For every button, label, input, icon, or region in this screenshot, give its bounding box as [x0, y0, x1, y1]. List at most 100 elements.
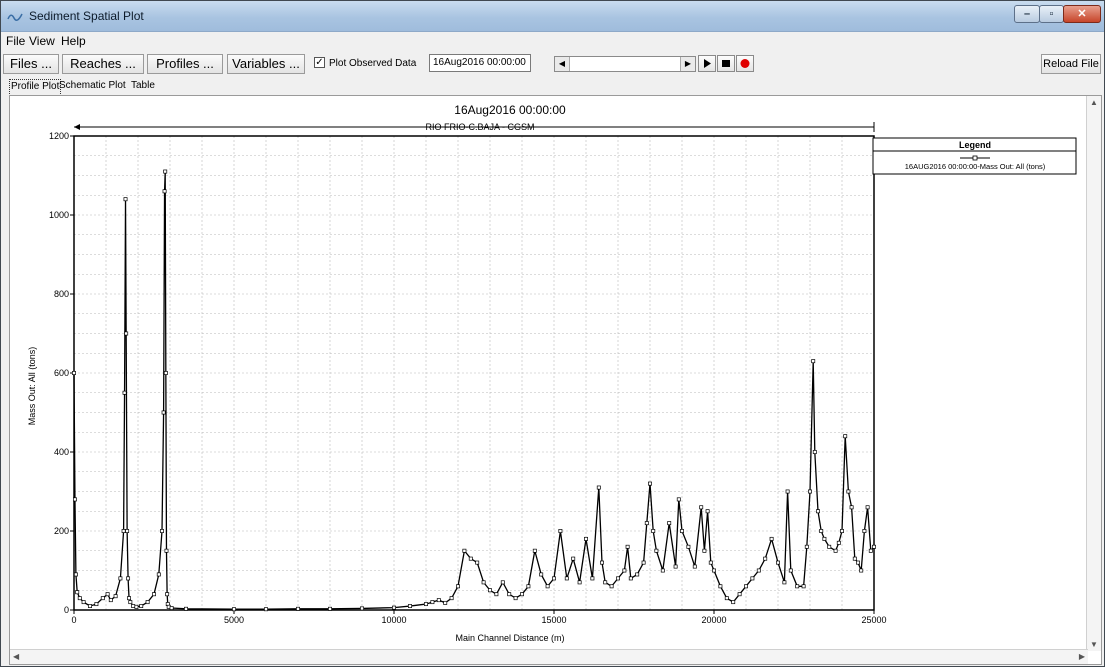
data-point [456, 584, 460, 589]
minimize-button[interactable]: – [1014, 5, 1040, 23]
scroll-down-icon[interactable]: ▼ [1090, 640, 1098, 649]
data-point [603, 580, 608, 585]
data-point [164, 548, 169, 553]
data-point [737, 592, 742, 597]
play-button[interactable] [698, 55, 716, 72]
legend-title: Legend [959, 140, 991, 150]
maximize-button[interactable]: ▫ [1039, 5, 1064, 23]
data-point [667, 521, 672, 526]
data-point [859, 568, 864, 573]
data-point [708, 560, 713, 565]
data-point [849, 505, 854, 510]
vertical-scrollbar[interactable]: ▲ ▼ [1086, 96, 1101, 651]
data-point [827, 544, 832, 549]
data-point [296, 606, 300, 611]
chart-title: 16Aug2016 00:00:00 [454, 103, 566, 117]
play-icon [704, 59, 711, 68]
plot-panel: 16Aug2016 00:00:00 RIO FRIO-C.BAJA - CGS… [9, 95, 1102, 665]
data-point [822, 536, 827, 541]
data-point [596, 485, 601, 490]
data-point [145, 600, 150, 605]
data-point [808, 489, 812, 494]
menu-file[interactable]: File [6, 34, 26, 48]
data-point [94, 602, 99, 607]
data-point [616, 576, 620, 581]
data-point [408, 604, 412, 609]
date-field[interactable]: 16Aug2016 00:00:00 [429, 54, 531, 72]
time-scrollbar[interactable]: ◀ ▶ [554, 56, 696, 72]
tab-schematic-plot[interactable]: Schematic Plot [59, 80, 126, 91]
x-axis: 0 5000 10000 15000 20000 25000 [71, 610, 887, 625]
scroll-left-icon[interactable]: ◀ [555, 57, 570, 71]
series-layer [72, 169, 876, 612]
data-point [676, 497, 681, 502]
reaches-button[interactable]: Reaches ... [62, 54, 144, 74]
data-point [819, 529, 824, 533]
record-icon [740, 59, 750, 68]
data-point [264, 607, 268, 612]
y-tick-label: 200 [54, 526, 69, 536]
data-point [843, 434, 848, 439]
data-point [718, 584, 723, 589]
data-point [622, 568, 627, 573]
data-point [785, 489, 790, 494]
y-tick-label: 1000 [49, 210, 69, 220]
data-point [127, 596, 131, 601]
data-point [609, 584, 614, 589]
data-point [744, 584, 748, 589]
plot-observed-checkbox[interactable]: ✓ [314, 57, 325, 68]
data-point [702, 548, 707, 553]
reach-arrow-left-icon [74, 124, 80, 130]
variables-button[interactable]: Variables ... [227, 54, 305, 74]
scroll-left-icon[interactable]: ◀ [13, 652, 20, 661]
stop-icon [722, 60, 730, 67]
tab-table[interactable]: Table [131, 80, 155, 91]
data-point [161, 410, 166, 415]
series-line [73, 171, 875, 610]
data-point [126, 576, 131, 581]
data-point [782, 580, 787, 585]
reload-file-button[interactable]: Reload File [1041, 54, 1101, 74]
menu-help[interactable]: Help [61, 34, 86, 48]
scroll-right-icon[interactable]: ▶ [1078, 652, 1085, 661]
data-point [804, 544, 809, 549]
window-title: Sediment Spatial Plot [29, 9, 144, 23]
scroll-up-icon[interactable]: ▲ [1090, 98, 1098, 107]
data-point [680, 529, 684, 533]
data-point [513, 596, 518, 601]
data-point [232, 607, 236, 612]
data-point [868, 548, 873, 553]
plot-observed-label: Plot Observed Data [329, 58, 417, 69]
y-axis-label: Mass Out: All (tons) [27, 347, 37, 426]
tab-profile-plot[interactable]: Profile Plot [9, 79, 62, 96]
data-point [520, 592, 524, 597]
data-point [134, 604, 139, 609]
data-point [392, 605, 396, 610]
y-tick-label: 0 [64, 605, 69, 615]
data-point [654, 548, 659, 553]
menu-view[interactable]: View [29, 34, 55, 48]
data-point [72, 371, 76, 375]
files-button[interactable]: Files ... [3, 54, 59, 74]
data-point [801, 584, 806, 589]
data-point [122, 390, 127, 395]
data-point [816, 509, 820, 514]
data-point [856, 560, 860, 565]
data-point [776, 560, 780, 565]
data-point [660, 568, 665, 573]
stop-button[interactable] [717, 55, 735, 72]
data-point [328, 606, 332, 611]
horizontal-scrollbar[interactable]: ◀ ▶ [10, 649, 1088, 664]
data-point [651, 529, 656, 533]
data-point [360, 606, 364, 611]
data-point [500, 580, 505, 585]
scroll-right-icon[interactable]: ▶ [680, 57, 695, 71]
data-point [430, 600, 435, 605]
data-point [113, 594, 118, 599]
data-point [705, 509, 710, 514]
toolbar: Files ... Reaches ... Profiles ... Varia… [1, 51, 1104, 77]
profiles-button[interactable]: Profiles ... [147, 54, 223, 74]
record-button[interactable] [736, 55, 754, 72]
close-button[interactable]: ✕ [1063, 5, 1101, 23]
data-point [862, 529, 867, 533]
